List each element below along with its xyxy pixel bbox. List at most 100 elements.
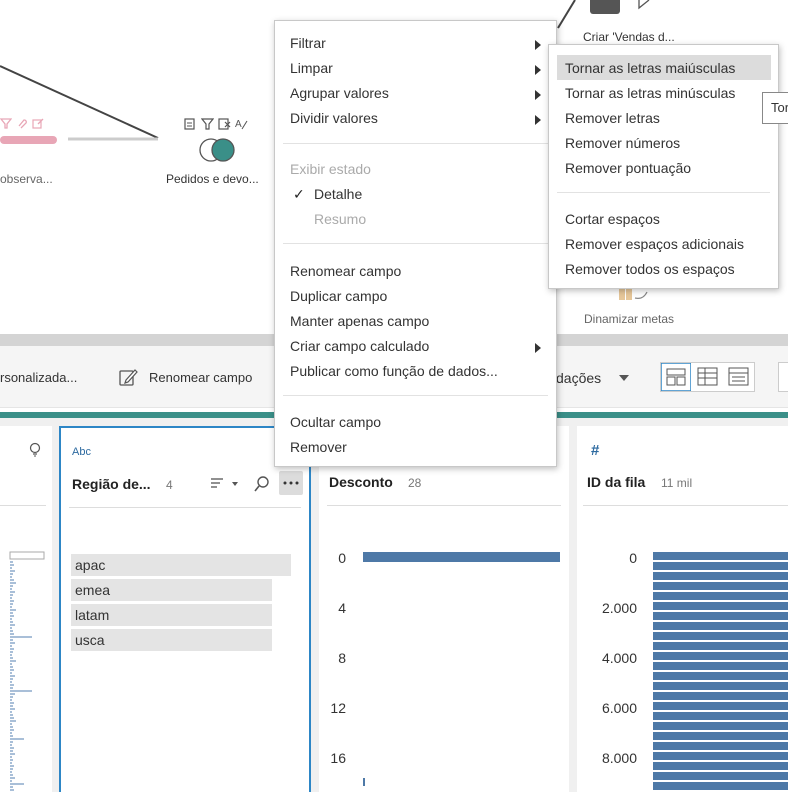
histogram-bar[interactable] [10, 624, 15, 626]
histogram-bar[interactable] [10, 705, 13, 707]
histogram-bar[interactable] [653, 582, 788, 590]
menu-item-calculated-field[interactable]: Criar campo calculado [290, 338, 430, 354]
list-item[interactable]: emea [71, 579, 272, 601]
histogram-bar[interactable] [10, 741, 13, 743]
menu-item-duplicate[interactable]: Duplicar campo [290, 288, 388, 304]
data-grid-icon[interactable] [726, 366, 752, 388]
sort-icon[interactable] [209, 476, 241, 492]
histogram-bar[interactable] [653, 712, 788, 720]
histogram-bar[interactable] [10, 750, 13, 752]
histogram-bar[interactable] [363, 552, 560, 562]
pivot-icon[interactable] [617, 286, 651, 304]
histogram-bar[interactable] [653, 592, 788, 600]
histogram-bar[interactable] [10, 765, 14, 767]
histogram-bar[interactable] [653, 692, 788, 700]
menu-item-remove[interactable]: Remover [290, 439, 347, 455]
custom-split-button[interactable]: rsonalizada... [0, 370, 78, 385]
list-item[interactable]: latam [71, 604, 272, 626]
profile-card-discount[interactable]: Desconto 28 0 4 8 12 16 [319, 426, 569, 792]
field-title[interactable]: ID da fila [587, 474, 646, 490]
histogram-bar[interactable] [10, 744, 12, 746]
histogram-bar[interactable] [10, 729, 14, 731]
histogram-bar[interactable] [10, 561, 13, 563]
profile-card-left[interactable] [0, 426, 52, 792]
histogram-bar[interactable] [653, 702, 788, 710]
lightbulb-icon[interactable] [28, 442, 42, 458]
node-pivot-label[interactable]: Dinamizar metas [584, 312, 675, 326]
histogram-bar[interactable] [10, 597, 12, 599]
number-type-icon[interactable]: # [591, 442, 600, 459]
histogram-bar[interactable] [653, 772, 788, 780]
histogram-bar[interactable] [653, 782, 788, 790]
histogram-bar[interactable] [10, 735, 13, 737]
list-item[interactable]: apac [71, 554, 291, 576]
profile-view-icon[interactable] [661, 363, 691, 391]
histogram-bar[interactable] [10, 645, 12, 647]
histogram-bar[interactable] [10, 618, 12, 620]
menu-item-summary[interactable]: Resumo [314, 211, 367, 227]
histogram-bar[interactable] [10, 702, 14, 704]
histogram-bar[interactable] [10, 570, 15, 572]
histogram-bar[interactable] [653, 762, 788, 770]
profile-card-region[interactable]: Abc Região de... 4 apac emea latam usca [59, 426, 311, 792]
menu-item-hide[interactable]: Ocultar campo [290, 414, 382, 430]
histogram-bar[interactable] [10, 660, 16, 662]
menu-item-publish[interactable]: Publicar como função de dados... [290, 363, 498, 379]
menu-item-split[interactable]: Dividir valores [290, 110, 378, 126]
menu-item-group[interactable]: Agrupar valores [290, 85, 389, 101]
histogram-bar[interactable] [10, 747, 14, 749]
histogram-bar[interactable] [653, 632, 788, 640]
histogram-bar[interactable] [10, 585, 13, 587]
histogram-bar[interactable] [653, 652, 788, 660]
histogram-bar[interactable] [10, 753, 15, 755]
histogram-bar[interactable] [10, 648, 14, 650]
histogram-bar[interactable] [10, 639, 13, 641]
histogram-bar[interactable] [10, 606, 12, 608]
histogram-bar[interactable] [10, 684, 14, 686]
histogram-bar[interactable] [10, 591, 15, 593]
histogram-bar[interactable] [10, 762, 12, 764]
submenu-item-trim[interactable]: Cortar espaços [565, 211, 660, 227]
histogram-bar[interactable] [10, 615, 14, 617]
histogram-bar[interactable] [10, 642, 15, 644]
rename-field-button[interactable]: Renomear campo [149, 370, 253, 385]
field-title[interactable]: Desconto [329, 474, 393, 490]
histogram-bar[interactable] [10, 768, 13, 770]
histogram-bar[interactable] [10, 774, 13, 776]
histogram-bar[interactable] [10, 567, 12, 569]
submenu-item-uppercase[interactable]: Tornar as letras maiúsculas [565, 60, 736, 76]
histogram-bar[interactable] [653, 662, 788, 670]
histogram-bar[interactable] [10, 771, 12, 773]
field-title[interactable]: Região de... [72, 476, 151, 492]
node-top-label[interactable]: Criar 'Vendas d... [583, 30, 675, 44]
submenu-item-remove-punctuation[interactable]: Remover pontuação [565, 160, 692, 176]
histogram-bar[interactable] [10, 693, 15, 695]
histogram-bar[interactable] [10, 612, 13, 614]
histogram-bar[interactable] [10, 588, 12, 590]
histogram-bar[interactable] [10, 672, 12, 674]
histogram-bar[interactable] [10, 690, 32, 692]
histogram-bar[interactable] [10, 717, 14, 719]
histogram-bar[interactable] [10, 666, 13, 668]
histogram-bar[interactable] [10, 786, 13, 788]
submenu-item-remove-letters[interactable]: Remover letras [565, 110, 660, 126]
histogram-bar[interactable] [653, 682, 788, 690]
histogram-bar[interactable] [653, 602, 788, 610]
join-icon[interactable] [198, 137, 238, 163]
histogram-bar[interactable] [10, 594, 13, 596]
histogram-bar[interactable] [10, 669, 14, 671]
node-left-label[interactable]: observa... [0, 172, 53, 186]
histogram-bar[interactable] [10, 633, 14, 635]
histogram-bar[interactable] [10, 720, 16, 722]
histogram-bar[interactable] [10, 651, 13, 653]
histogram-bar[interactable] [10, 726, 13, 728]
profile-card-rowid[interactable]: # ID da fila 11 mil 0 2.000 4.000 6.000 … [577, 426, 788, 792]
recommendations-dropdown-icon[interactable] [618, 373, 630, 383]
histogram-bar[interactable] [10, 603, 13, 605]
histogram-bar[interactable] [10, 780, 12, 782]
histogram-bar[interactable] [10, 759, 13, 761]
histogram-bar[interactable] [10, 654, 12, 656]
histogram-bar[interactable] [653, 572, 788, 580]
list-view-icon[interactable] [695, 366, 721, 388]
histogram-bar[interactable] [10, 678, 13, 680]
